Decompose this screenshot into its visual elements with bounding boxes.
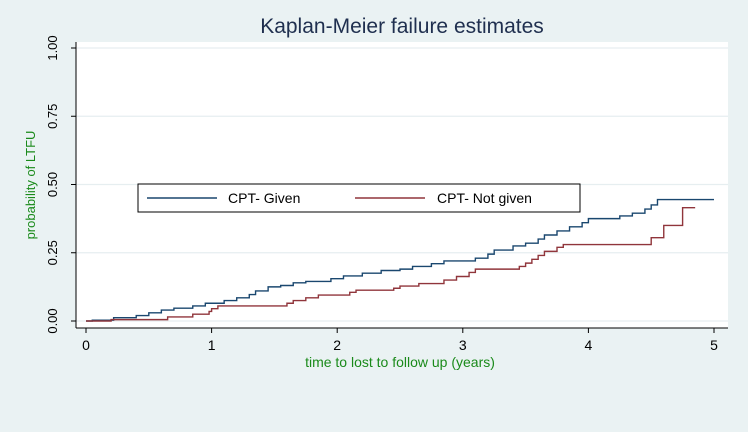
axes-layer: 0.00 0.25 0.50 0.75 1.00 0 1 2 3 4 5 bbox=[45, 35, 728, 353]
series-line-cpt-given bbox=[86, 198, 714, 322]
x-tick-label: 1 bbox=[208, 337, 216, 353]
x-tick-label: 5 bbox=[710, 337, 718, 353]
chart-title: Kaplan-Meier failure estimates bbox=[260, 15, 544, 38]
legend-label: CPT- Not given bbox=[437, 190, 532, 206]
y-tick-label: 0.50 bbox=[45, 172, 60, 197]
x-tick-label: 2 bbox=[333, 337, 341, 353]
y-tick-label: 0.00 bbox=[45, 308, 60, 333]
x-axis-label: time to lost to follow up (years) bbox=[305, 354, 495, 370]
x-tick-label: 4 bbox=[585, 337, 593, 353]
y-axis-label: probability of LTFU bbox=[23, 131, 38, 240]
x-tick-label: 3 bbox=[459, 337, 467, 353]
series-line-cpt-not-given bbox=[86, 207, 696, 322]
legend: CPT- Given CPT- Not given bbox=[137, 183, 581, 213]
y-tick-label: 0.75 bbox=[45, 104, 60, 129]
x-tick-label: 0 bbox=[82, 337, 90, 353]
y-tick-label: 1.00 bbox=[45, 35, 60, 60]
legend-label: CPT- Given bbox=[228, 190, 300, 206]
series-layer bbox=[86, 198, 714, 322]
y-tick-label: 0.25 bbox=[45, 240, 60, 265]
